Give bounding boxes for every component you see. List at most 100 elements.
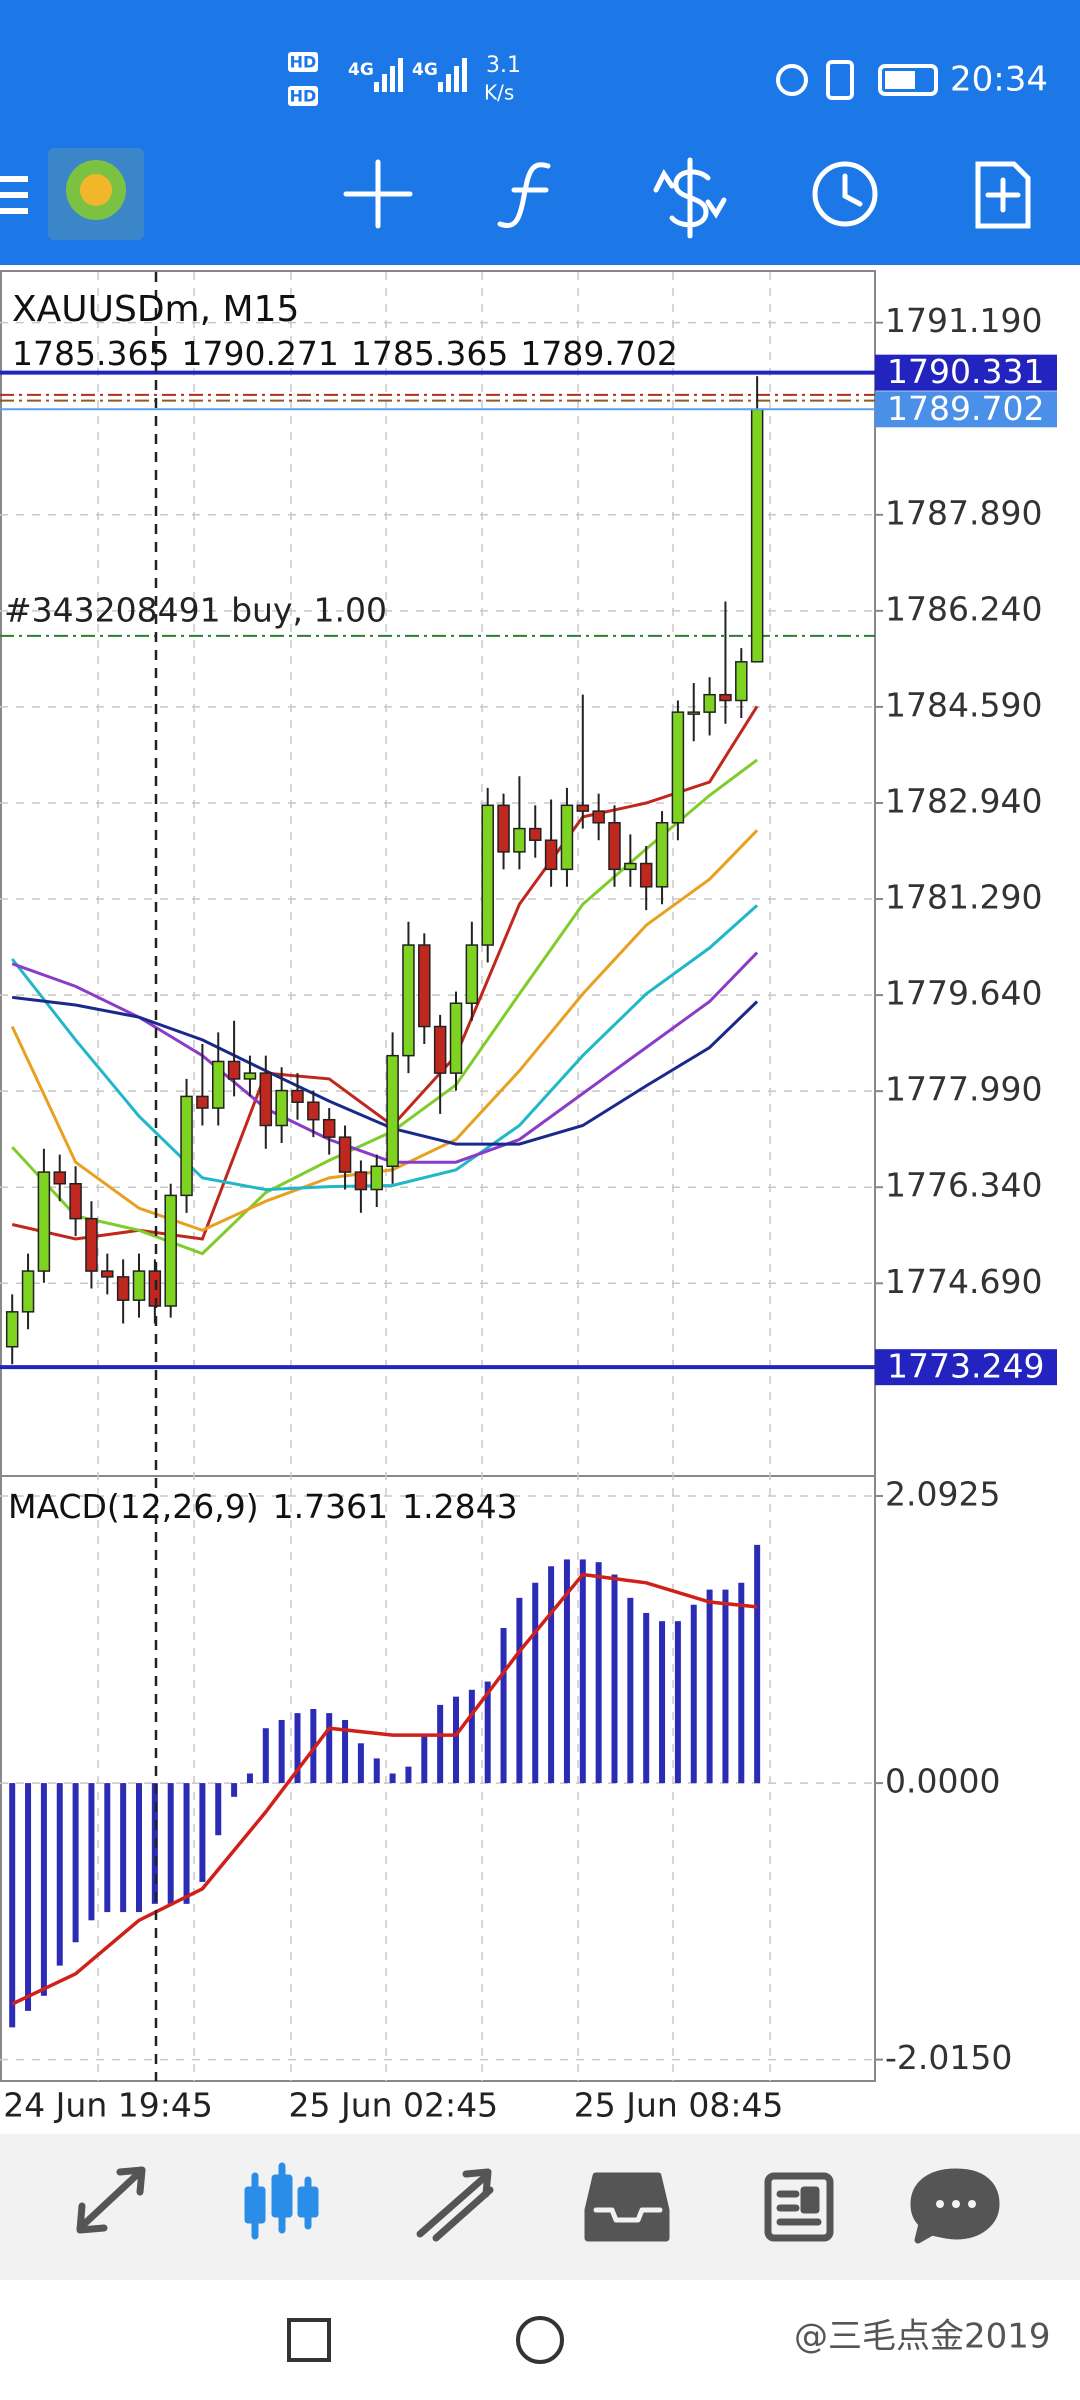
high-value: 1790.271 bbox=[181, 334, 338, 373]
macd-bar bbox=[199, 1783, 206, 1882]
candle-body bbox=[53, 1171, 66, 1185]
candle-body bbox=[196, 1095, 209, 1109]
candle-body bbox=[37, 1171, 51, 1272]
trade-tab[interactable] bbox=[416, 2168, 494, 2242]
candle-body bbox=[164, 1194, 177, 1307]
status-bar: HD HD 4G 4G 3.1 K/s 20:34 bbox=[288, 52, 1048, 106]
indicators-button[interactable] bbox=[497, 162, 551, 228]
recents-button[interactable] bbox=[287, 2318, 331, 2362]
y-tick-label: 1777.990 bbox=[885, 1070, 1042, 1109]
macd-bar bbox=[9, 1783, 16, 2028]
battery-icon bbox=[878, 64, 938, 96]
y-tick-label: 2.0925 bbox=[885, 1474, 1000, 1513]
trade-button[interactable] bbox=[653, 157, 727, 239]
low-value: 1785.365 bbox=[351, 334, 508, 373]
macd-bar bbox=[468, 1689, 475, 1784]
macd-bar bbox=[706, 1589, 713, 1784]
candle-body bbox=[655, 822, 669, 888]
x-tick-label: 25 Jun 02:45 bbox=[289, 2086, 499, 2125]
candle-body bbox=[418, 944, 431, 1028]
macd-bar bbox=[659, 1621, 666, 1784]
macd-bar bbox=[40, 1783, 47, 1996]
macd-bar bbox=[722, 1589, 729, 1784]
candle-body bbox=[307, 1101, 320, 1121]
price-label: 1790.331 bbox=[887, 352, 1044, 391]
candle-body bbox=[592, 810, 605, 824]
candle-body bbox=[449, 1002, 463, 1074]
candle-body bbox=[386, 1054, 399, 1168]
signal-icon bbox=[374, 58, 403, 92]
candle-body bbox=[69, 1182, 82, 1220]
candle-body bbox=[719, 693, 732, 702]
y-tick-label: 1779.640 bbox=[885, 974, 1042, 1013]
clock: 20:34 bbox=[950, 60, 1048, 100]
news-tab[interactable] bbox=[764, 2172, 834, 2242]
chart-tab[interactable] bbox=[244, 2162, 319, 2240]
sim-label: HD bbox=[290, 53, 317, 72]
period-button[interactable] bbox=[812, 161, 878, 227]
home-button[interactable] bbox=[516, 2316, 564, 2364]
y-tick-label: 1791.190 bbox=[885, 301, 1042, 340]
toolbar bbox=[0, 148, 1031, 240]
ohlc-row: 1785.365 1790.271 1785.365 1789.702 bbox=[12, 334, 678, 373]
macd-bar bbox=[627, 1597, 634, 1784]
signal-line bbox=[11, 1572, 758, 2006]
candle-body bbox=[338, 1136, 352, 1173]
hd-badge bbox=[288, 86, 318, 106]
macd-bar bbox=[342, 1719, 349, 1784]
candle-body bbox=[322, 1118, 336, 1138]
candle-body bbox=[576, 804, 590, 812]
crosshair-button[interactable] bbox=[343, 159, 413, 229]
candle-body bbox=[275, 1089, 288, 1127]
candle-body bbox=[116, 1276, 130, 1301]
macd-bar bbox=[231, 1783, 238, 1797]
macd-bar bbox=[136, 1783, 142, 1913]
macd-bar bbox=[310, 1708, 317, 1784]
macd-bar bbox=[120, 1783, 127, 1913]
macd-bar bbox=[643, 1612, 650, 1784]
history-tab[interactable] bbox=[584, 2172, 670, 2242]
open-value: 1785.365 bbox=[12, 334, 169, 373]
macd-bar bbox=[532, 1582, 539, 1784]
macd-bar bbox=[246, 1773, 253, 1784]
hd-badge bbox=[288, 52, 318, 72]
candle-body bbox=[560, 804, 574, 871]
sim-label: HD bbox=[290, 87, 317, 106]
candle-body bbox=[132, 1270, 146, 1301]
candle-body bbox=[608, 822, 621, 871]
candle-body bbox=[21, 1270, 35, 1313]
macd-bar bbox=[88, 1783, 95, 1921]
quotes-tab[interactable] bbox=[76, 2166, 146, 2234]
y-tick-label: 1786.240 bbox=[885, 589, 1042, 628]
macd-bar bbox=[357, 1743, 364, 1784]
signal-label: 4G bbox=[412, 60, 438, 80]
candle-body bbox=[243, 1072, 257, 1080]
menu-button[interactable] bbox=[0, 176, 28, 214]
chat-tab[interactable] bbox=[910, 2168, 1000, 2244]
candle-body bbox=[354, 1171, 368, 1191]
macd-title: MACD(12,26,9) 1.7361 1.2843 bbox=[8, 1487, 518, 1526]
app-icon-core bbox=[80, 174, 112, 206]
macd-bar bbox=[437, 1704, 444, 1784]
macd-bar bbox=[56, 1783, 63, 1966]
macd-bar bbox=[484, 1681, 491, 1784]
macd-bar bbox=[579, 1559, 586, 1784]
candle-body bbox=[481, 804, 494, 946]
candle-body bbox=[624, 862, 637, 871]
macd-bar bbox=[516, 1597, 523, 1784]
candle-body bbox=[433, 1025, 447, 1074]
network-speed: 3.1 bbox=[486, 53, 521, 78]
macd-bar bbox=[754, 1544, 761, 1784]
candle-body bbox=[750, 408, 764, 663]
price-label-box bbox=[875, 391, 1057, 428]
macd-bar bbox=[167, 1783, 174, 1904]
objects-button[interactable] bbox=[975, 161, 1031, 229]
macd-bar bbox=[421, 1735, 428, 1784]
macd-bar bbox=[405, 1766, 412, 1784]
x-tick-label: 24 Jun 19:45 bbox=[3, 2086, 213, 2125]
price-label-box bbox=[875, 1349, 1057, 1386]
tab-bar bbox=[0, 2134, 1080, 2280]
candle-body bbox=[212, 1060, 225, 1109]
macd-bar bbox=[595, 1562, 602, 1784]
macd-bar bbox=[500, 1628, 507, 1784]
